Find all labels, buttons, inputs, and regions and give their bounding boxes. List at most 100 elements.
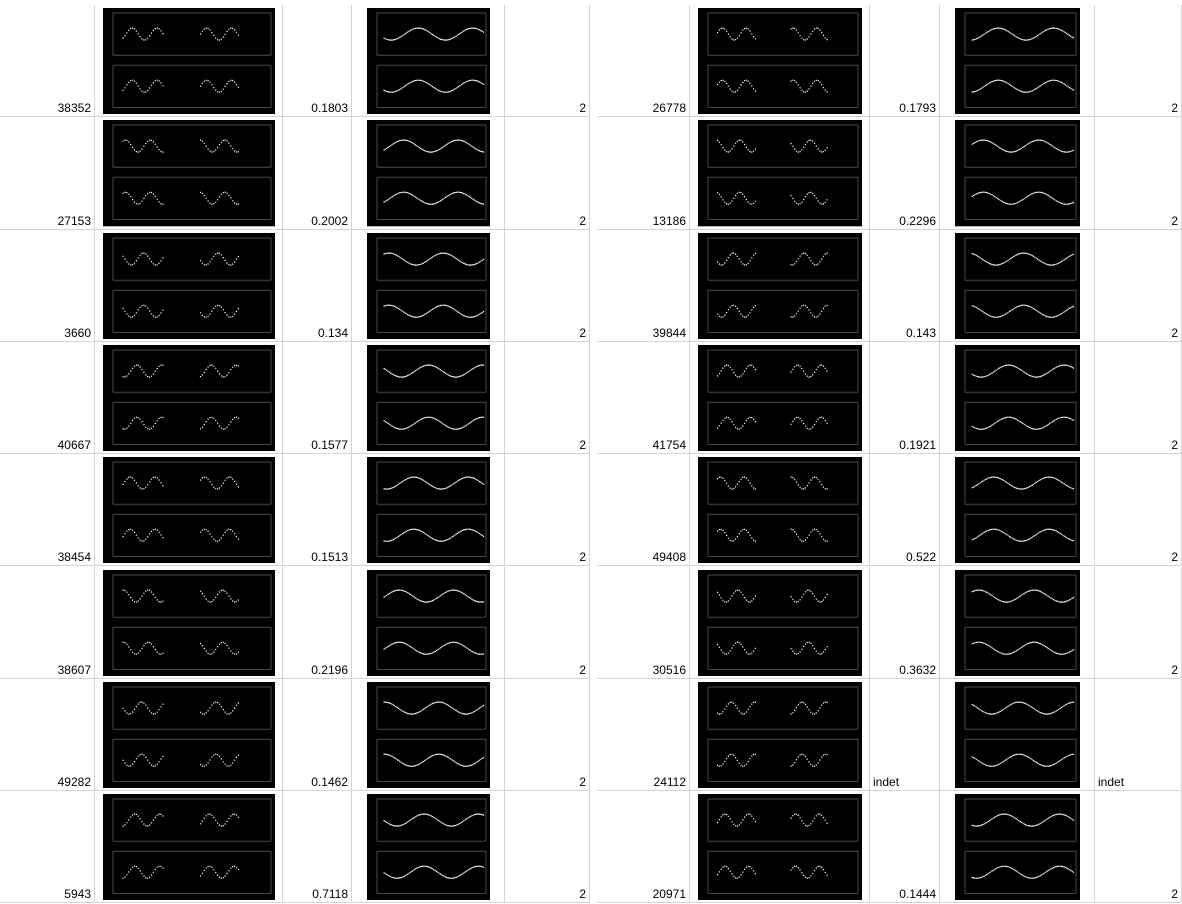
light-curve-image: [955, 8, 1080, 115]
plot-frame: [112, 237, 272, 281]
table-cell: [690, 341, 870, 455]
light-curve-points: [971, 416, 1075, 430]
light-curve-points: [971, 476, 1075, 490]
light-curve-points: [122, 528, 239, 542]
table-cell: 38607: [0, 566, 95, 679]
object-id: 41754: [652, 438, 686, 453]
image-background: [103, 344, 275, 452]
object-id: 38607: [57, 662, 91, 677]
light-curve-points: [971, 701, 1075, 715]
table-cell: [940, 791, 1095, 904]
object-id: 30516: [652, 662, 686, 677]
table-cell: [690, 5, 870, 118]
image-background: [698, 120, 862, 227]
table-cell: [352, 678, 505, 792]
plot-frame: [376, 12, 487, 56]
light-curve-points: [971, 364, 1075, 378]
table-cell: [690, 454, 870, 567]
period: 0.134: [317, 325, 348, 340]
plot-frame: [707, 798, 859, 842]
table-cell: 20971: [597, 791, 690, 904]
plot-frame: [707, 850, 859, 894]
table-cell: [690, 566, 870, 679]
plot-frame: [376, 626, 487, 670]
table-cell: 0.522: [870, 454, 940, 567]
table-cell: 3660: [0, 229, 95, 342]
table-cell: 39844: [597, 229, 690, 342]
image-background: [698, 681, 862, 789]
table-cell: 0.1462: [283, 678, 352, 792]
class-label: 2: [1171, 662, 1178, 677]
light-curve-points: [383, 191, 485, 206]
table-cell: 2: [505, 117, 590, 230]
light-curve-image: [103, 8, 275, 115]
table-cell: 0.2196: [283, 566, 352, 679]
image-background: [103, 120, 275, 227]
light-curve-points: [122, 79, 239, 93]
image-background: [955, 457, 1080, 564]
plot-frame: [707, 289, 859, 333]
class-label: 2: [579, 438, 586, 453]
image-background: [698, 344, 862, 452]
plot-frame: [112, 626, 272, 670]
light-curve-points: [383, 476, 485, 490]
light-curve-points: [971, 753, 1075, 767]
table-cell: 38352: [0, 5, 95, 118]
table-cell: [940, 454, 1095, 567]
plot-frame: [964, 349, 1077, 393]
image-background: [698, 457, 862, 564]
table-cell: [95, 5, 283, 118]
table-cell: [940, 341, 1095, 455]
object-id: 13186: [652, 213, 686, 228]
light-curve-points: [971, 865, 1075, 879]
light-curve-image: [955, 457, 1080, 564]
table-cell: 0.1803: [283, 5, 352, 118]
light-curve-points: [971, 139, 1075, 153]
plot-frame: [376, 237, 487, 281]
object-id: 24112: [653, 775, 686, 790]
table-cell: 2: [505, 341, 590, 455]
plot-frame: [707, 461, 859, 505]
period: 0.2002: [311, 213, 348, 228]
class-label: 2: [579, 213, 586, 228]
plot-frame: [376, 798, 487, 842]
table-cell: 2: [505, 791, 590, 904]
light-curve-image: [103, 344, 275, 452]
light-curve-points: [971, 79, 1075, 93]
table-cell: [690, 678, 870, 792]
light-curve-points: [122, 27, 239, 41]
period: 0.7118: [312, 887, 348, 902]
image-background: [103, 794, 275, 901]
light-curve-points: [717, 252, 828, 266]
table-cell: 2: [505, 454, 590, 567]
light-curve-points: [717, 528, 828, 542]
light-curve-points: [971, 252, 1075, 266]
light-curve-image: [698, 344, 862, 452]
table-cell: [95, 791, 283, 904]
period: 0.2296: [899, 213, 936, 228]
table-cell: [690, 229, 870, 342]
table-cell: 2: [505, 5, 590, 118]
table-cell: 2: [1095, 791, 1182, 904]
light-curve-points: [383, 813, 485, 827]
light-curve-points: [122, 589, 239, 603]
plot-frame: [964, 237, 1077, 281]
plot-frame: [964, 124, 1077, 168]
table-cell: [352, 5, 505, 118]
plot-frame: [112, 401, 272, 445]
light-curve-points: [383, 701, 485, 715]
light-curve-points: [122, 139, 239, 153]
class-label: 2: [579, 550, 586, 565]
plot-frame: [964, 461, 1077, 505]
table-cell: 13186: [597, 117, 690, 230]
plot-frame: [707, 237, 859, 281]
image-background: [103, 8, 275, 115]
light-curve-image: [367, 8, 490, 115]
table-cell: [940, 678, 1095, 792]
image-background: [955, 681, 1080, 789]
plot-frame: [376, 124, 487, 168]
class-label: 2: [579, 775, 586, 790]
light-curve-image: [103, 120, 275, 227]
table-cell: 0.1577: [283, 341, 352, 455]
light-curve-points: [122, 753, 239, 767]
